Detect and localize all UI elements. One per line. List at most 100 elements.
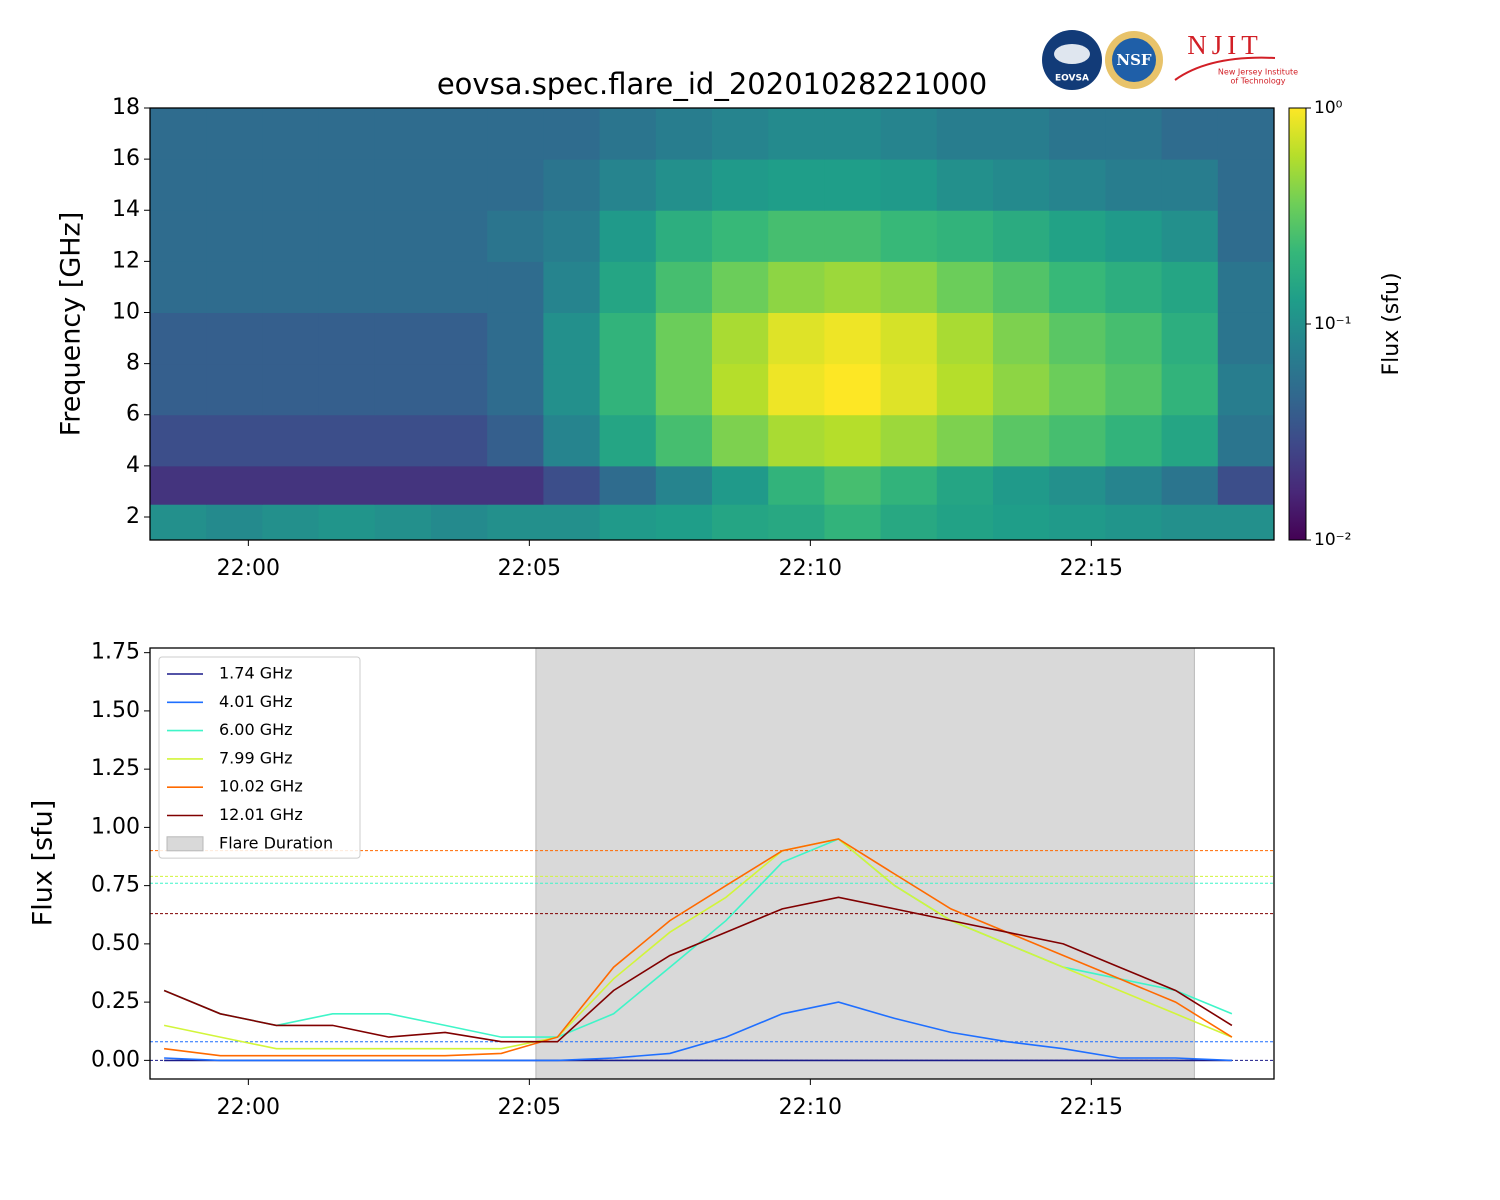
heatmap-cell (1161, 504, 1219, 541)
heatmap-cell (599, 261, 657, 313)
heatmap-cell (1217, 108, 1275, 160)
y-tick-label: 6 (126, 402, 140, 427)
heatmap-cell (1161, 108, 1219, 160)
colorbar (1288, 107, 1307, 541)
heatmap-cell (655, 465, 713, 505)
heatmap-cell (487, 363, 544, 416)
colorbar-label: Flux (sfu) (1379, 272, 1404, 375)
heatmap-cell (1049, 312, 1106, 365)
heatmap-cell (543, 414, 601, 467)
heatmap-cell (993, 108, 1050, 160)
heatmap-cell (543, 465, 601, 505)
heatmap-cell (487, 312, 544, 365)
x-tick-label: 22:00 (217, 1095, 280, 1120)
span (535, 647, 1195, 1080)
heatmap-cell (206, 504, 263, 541)
heatmap-cell (824, 210, 882, 262)
heatmap-cell (936, 159, 994, 211)
heatmap-cell (712, 261, 769, 313)
y-tick-label: 1.75 (91, 640, 140, 665)
heatmap-cell (824, 504, 882, 541)
heatmap-cell (1217, 210, 1275, 262)
heatmap-cell (150, 108, 207, 160)
heatmap-cell (712, 504, 769, 541)
logo-text: New Jersey Institute (1218, 68, 1298, 77)
heatmap-cell (1105, 210, 1163, 262)
y-tick-label: 0.50 (91, 931, 140, 956)
heatmap-cell (543, 108, 601, 160)
heatmap-cell (880, 261, 938, 313)
heatmap-cell (206, 210, 263, 262)
heatmap-cell (824, 159, 882, 211)
legend-label: Flare Duration (219, 833, 333, 852)
heatmap-cell (599, 414, 657, 467)
heatmap-cell (1217, 504, 1275, 541)
heatmap-cell (936, 414, 994, 467)
x-tick-label: 22:15 (1060, 1095, 1123, 1120)
heatmap-cell (993, 261, 1050, 313)
heatmap-cell (599, 465, 657, 505)
heatmap-cell (824, 414, 882, 467)
heatmap-cell (712, 312, 769, 365)
heatmap-cell (1217, 414, 1275, 467)
heatmap-cell (1217, 363, 1275, 416)
heatmap-cell (487, 261, 544, 313)
heatmap-cell (1161, 261, 1219, 313)
logo-text: EOVSA (1055, 74, 1089, 84)
y-tick-label: 14 (112, 197, 140, 222)
axes-frame (149, 647, 1275, 1080)
heatmap-cell (993, 312, 1050, 365)
heatmap-cell (318, 108, 376, 160)
heatmap-cell (1049, 261, 1106, 313)
x-tick-label: 22:10 (779, 556, 842, 581)
logo-swoosh (1174, 56, 1276, 81)
heatmap-cell (936, 108, 994, 160)
heatmap-cell (150, 159, 207, 211)
legend-label: 7.99 GHz (219, 748, 293, 767)
logo-nsf (1112, 38, 1156, 82)
legend-label: 1.74 GHz (219, 664, 293, 683)
heatmap-cell (374, 159, 432, 211)
heatmap-cell (712, 363, 769, 416)
legend-label: 10.02 GHz (219, 777, 303, 796)
heatmap-cell (262, 504, 320, 541)
legend-box (158, 656, 361, 859)
logo-text: of Technology (1230, 77, 1285, 86)
legend-label: 6.00 GHz (219, 720, 293, 739)
heatmap-cell (206, 414, 263, 467)
heatmap-cell (936, 312, 994, 365)
heatmap-cell (655, 210, 713, 262)
heatmap-cell (374, 414, 432, 467)
series-line (164, 838, 1233, 1057)
legend-label: 12.01 GHz (219, 805, 303, 824)
heatmap-cell (599, 108, 657, 160)
heatmap-cell (150, 210, 207, 262)
heatmap-cell (599, 210, 657, 262)
y-tick-label: 8 (126, 351, 140, 376)
heatmap-cell (262, 261, 320, 313)
chart-title: eovsa.spec.flare_id_20201028221000 (437, 67, 987, 101)
heatmap-cell (1161, 312, 1219, 365)
heatmap-cell (768, 465, 825, 505)
heatmap-cell (1049, 159, 1106, 211)
heatmap-cell (543, 312, 601, 365)
heatmap-cell (374, 108, 432, 160)
heatmap-cell (655, 261, 713, 313)
heatmap-cell (487, 504, 544, 541)
heatmap-cell (768, 210, 825, 262)
heatmap-cell (374, 504, 432, 541)
heatmap-cell (1217, 312, 1275, 365)
x-tick-label: 22:00 (217, 556, 280, 581)
heatmap-cell (936, 504, 994, 541)
heatmap-cell (318, 312, 376, 365)
axes-frame (149, 107, 1275, 541)
heatmap-cell (374, 465, 432, 505)
heatmap-cell (206, 312, 263, 365)
heatmap-cell (824, 363, 882, 416)
heatmap-cell (543, 261, 601, 313)
logo-text: NJIT (1187, 30, 1263, 60)
heatmap-cell (1161, 363, 1219, 416)
colorbar-tick-label: 10⁻¹ (1314, 314, 1351, 334)
heatmap-cell (1161, 159, 1219, 211)
logos: EOVSA NSF NJIT New Jersey Institute of T… (1042, 30, 1298, 90)
